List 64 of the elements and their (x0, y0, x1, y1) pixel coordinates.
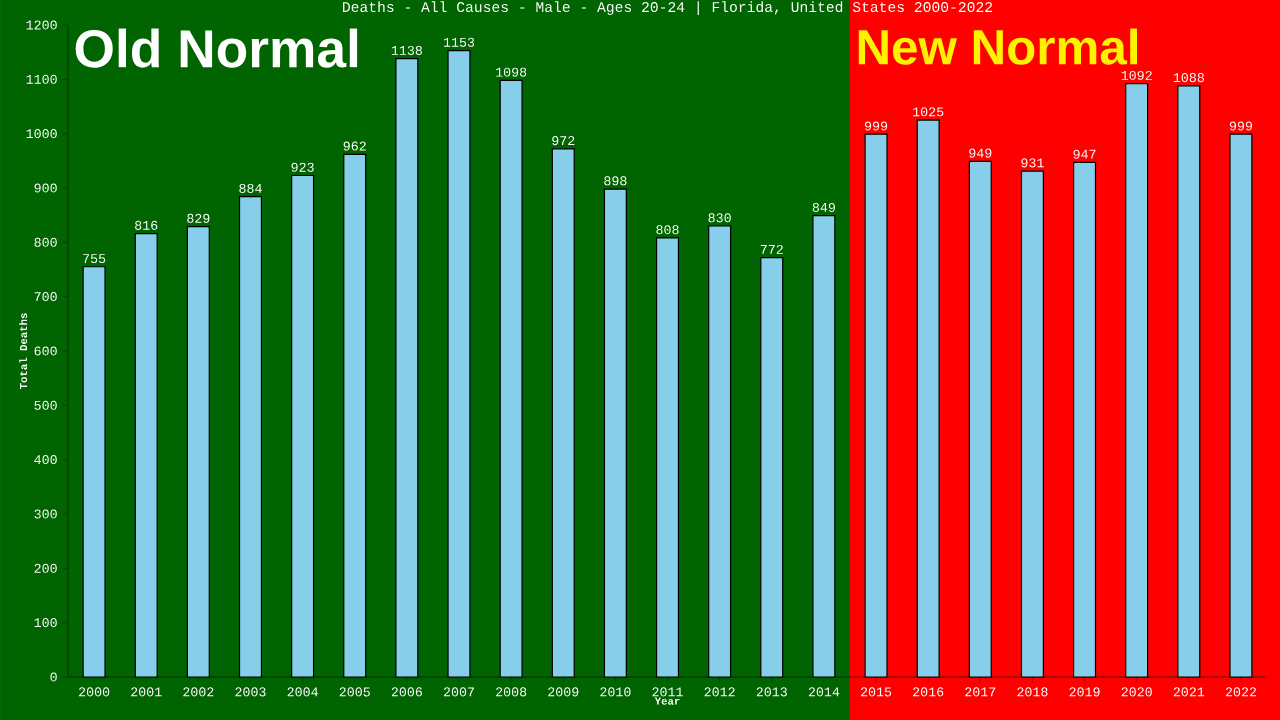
band-label: New Normal (858, 28, 1137, 65)
y-tick-label: 1000 (26, 129, 57, 139)
data-label: 931 (1021, 158, 1044, 168)
data-label: 972 (552, 136, 575, 146)
data-label: 999 (864, 121, 888, 131)
x-axis-title: Year (654, 697, 680, 705)
data-label: 962 (343, 141, 366, 151)
y-tick-label: 1200 (26, 20, 57, 30)
data-label: 1092 (1121, 70, 1152, 80)
x-tick-label: 2006 (391, 687, 422, 697)
y-tick-label: 800 (34, 237, 57, 247)
y-tick-label: 1100 (26, 74, 57, 84)
x-tick-label: 2011 (652, 687, 683, 697)
data-label: 755 (83, 254, 106, 264)
y-tick-label: 300 (34, 509, 57, 519)
y-tick-label: 900 (34, 183, 57, 193)
data-label: 772 (760, 244, 783, 254)
x-tick-label: 2019 (1069, 687, 1100, 697)
data-label: 947 (1073, 149, 1096, 159)
data-label: 1138 (391, 45, 422, 55)
x-tick-label: 2003 (235, 687, 266, 697)
x-tick-label: 2013 (756, 687, 787, 697)
data-label: 1153 (443, 37, 475, 47)
data-label: 829 (187, 213, 210, 223)
y-tick-label: 200 (34, 563, 57, 573)
data-label: 898 (604, 176, 627, 186)
x-tick-label: 2022 (1225, 687, 1257, 697)
data-label: 1088 (1173, 73, 1204, 83)
x-tick-label: 2010 (600, 687, 631, 697)
x-tick-label: 2001 (131, 687, 162, 697)
x-tick-label: 2000 (79, 687, 110, 697)
y-tick-label: 500 (34, 400, 57, 410)
y-tick-label: 0 (50, 672, 57, 682)
data-label: 830 (708, 213, 731, 223)
y-tick-label: 700 (34, 292, 57, 302)
chart-title: Deaths - All Causes - Male - Ages 20-24 | Florida, United States 2000-2022 (343, 1, 993, 15)
y-tick-label: 100 (34, 618, 57, 628)
x-tick-label: 2021 (1173, 687, 1205, 697)
x-tick-label: 2014 (808, 687, 840, 697)
data-label: 1025 (913, 107, 944, 117)
data-label: 808 (656, 225, 679, 235)
x-tick-label: 2009 (548, 687, 579, 697)
x-tick-label: 2012 (704, 687, 735, 697)
x-tick-label: 2016 (913, 687, 944, 697)
x-tick-label: 2017 (965, 687, 996, 697)
data-label: 949 (969, 148, 992, 158)
x-tick-label: 2002 (183, 687, 214, 697)
data-label: 849 (812, 202, 835, 212)
x-tick-label: 2004 (287, 687, 318, 697)
x-tick-label: 2020 (1121, 687, 1152, 697)
y-tick-label: 600 (34, 346, 57, 356)
data-label: 999 (1229, 121, 1253, 131)
x-tick-label: 2007 (443, 687, 474, 697)
x-tick-label: 2015 (860, 687, 892, 697)
data-label: 923 (291, 162, 314, 172)
data-label: 1098 (496, 67, 527, 77)
data-label: 884 (239, 183, 262, 193)
x-tick-label: 2005 (339, 687, 370, 697)
band-label: Old Normal (75, 28, 358, 68)
data-label: 816 (135, 220, 158, 230)
y-tick-label: 400 (34, 455, 57, 465)
x-tick-label: 2008 (496, 687, 527, 697)
y-axis-title: Total Deaths (19, 313, 28, 390)
x-tick-label: 2018 (1017, 687, 1048, 697)
